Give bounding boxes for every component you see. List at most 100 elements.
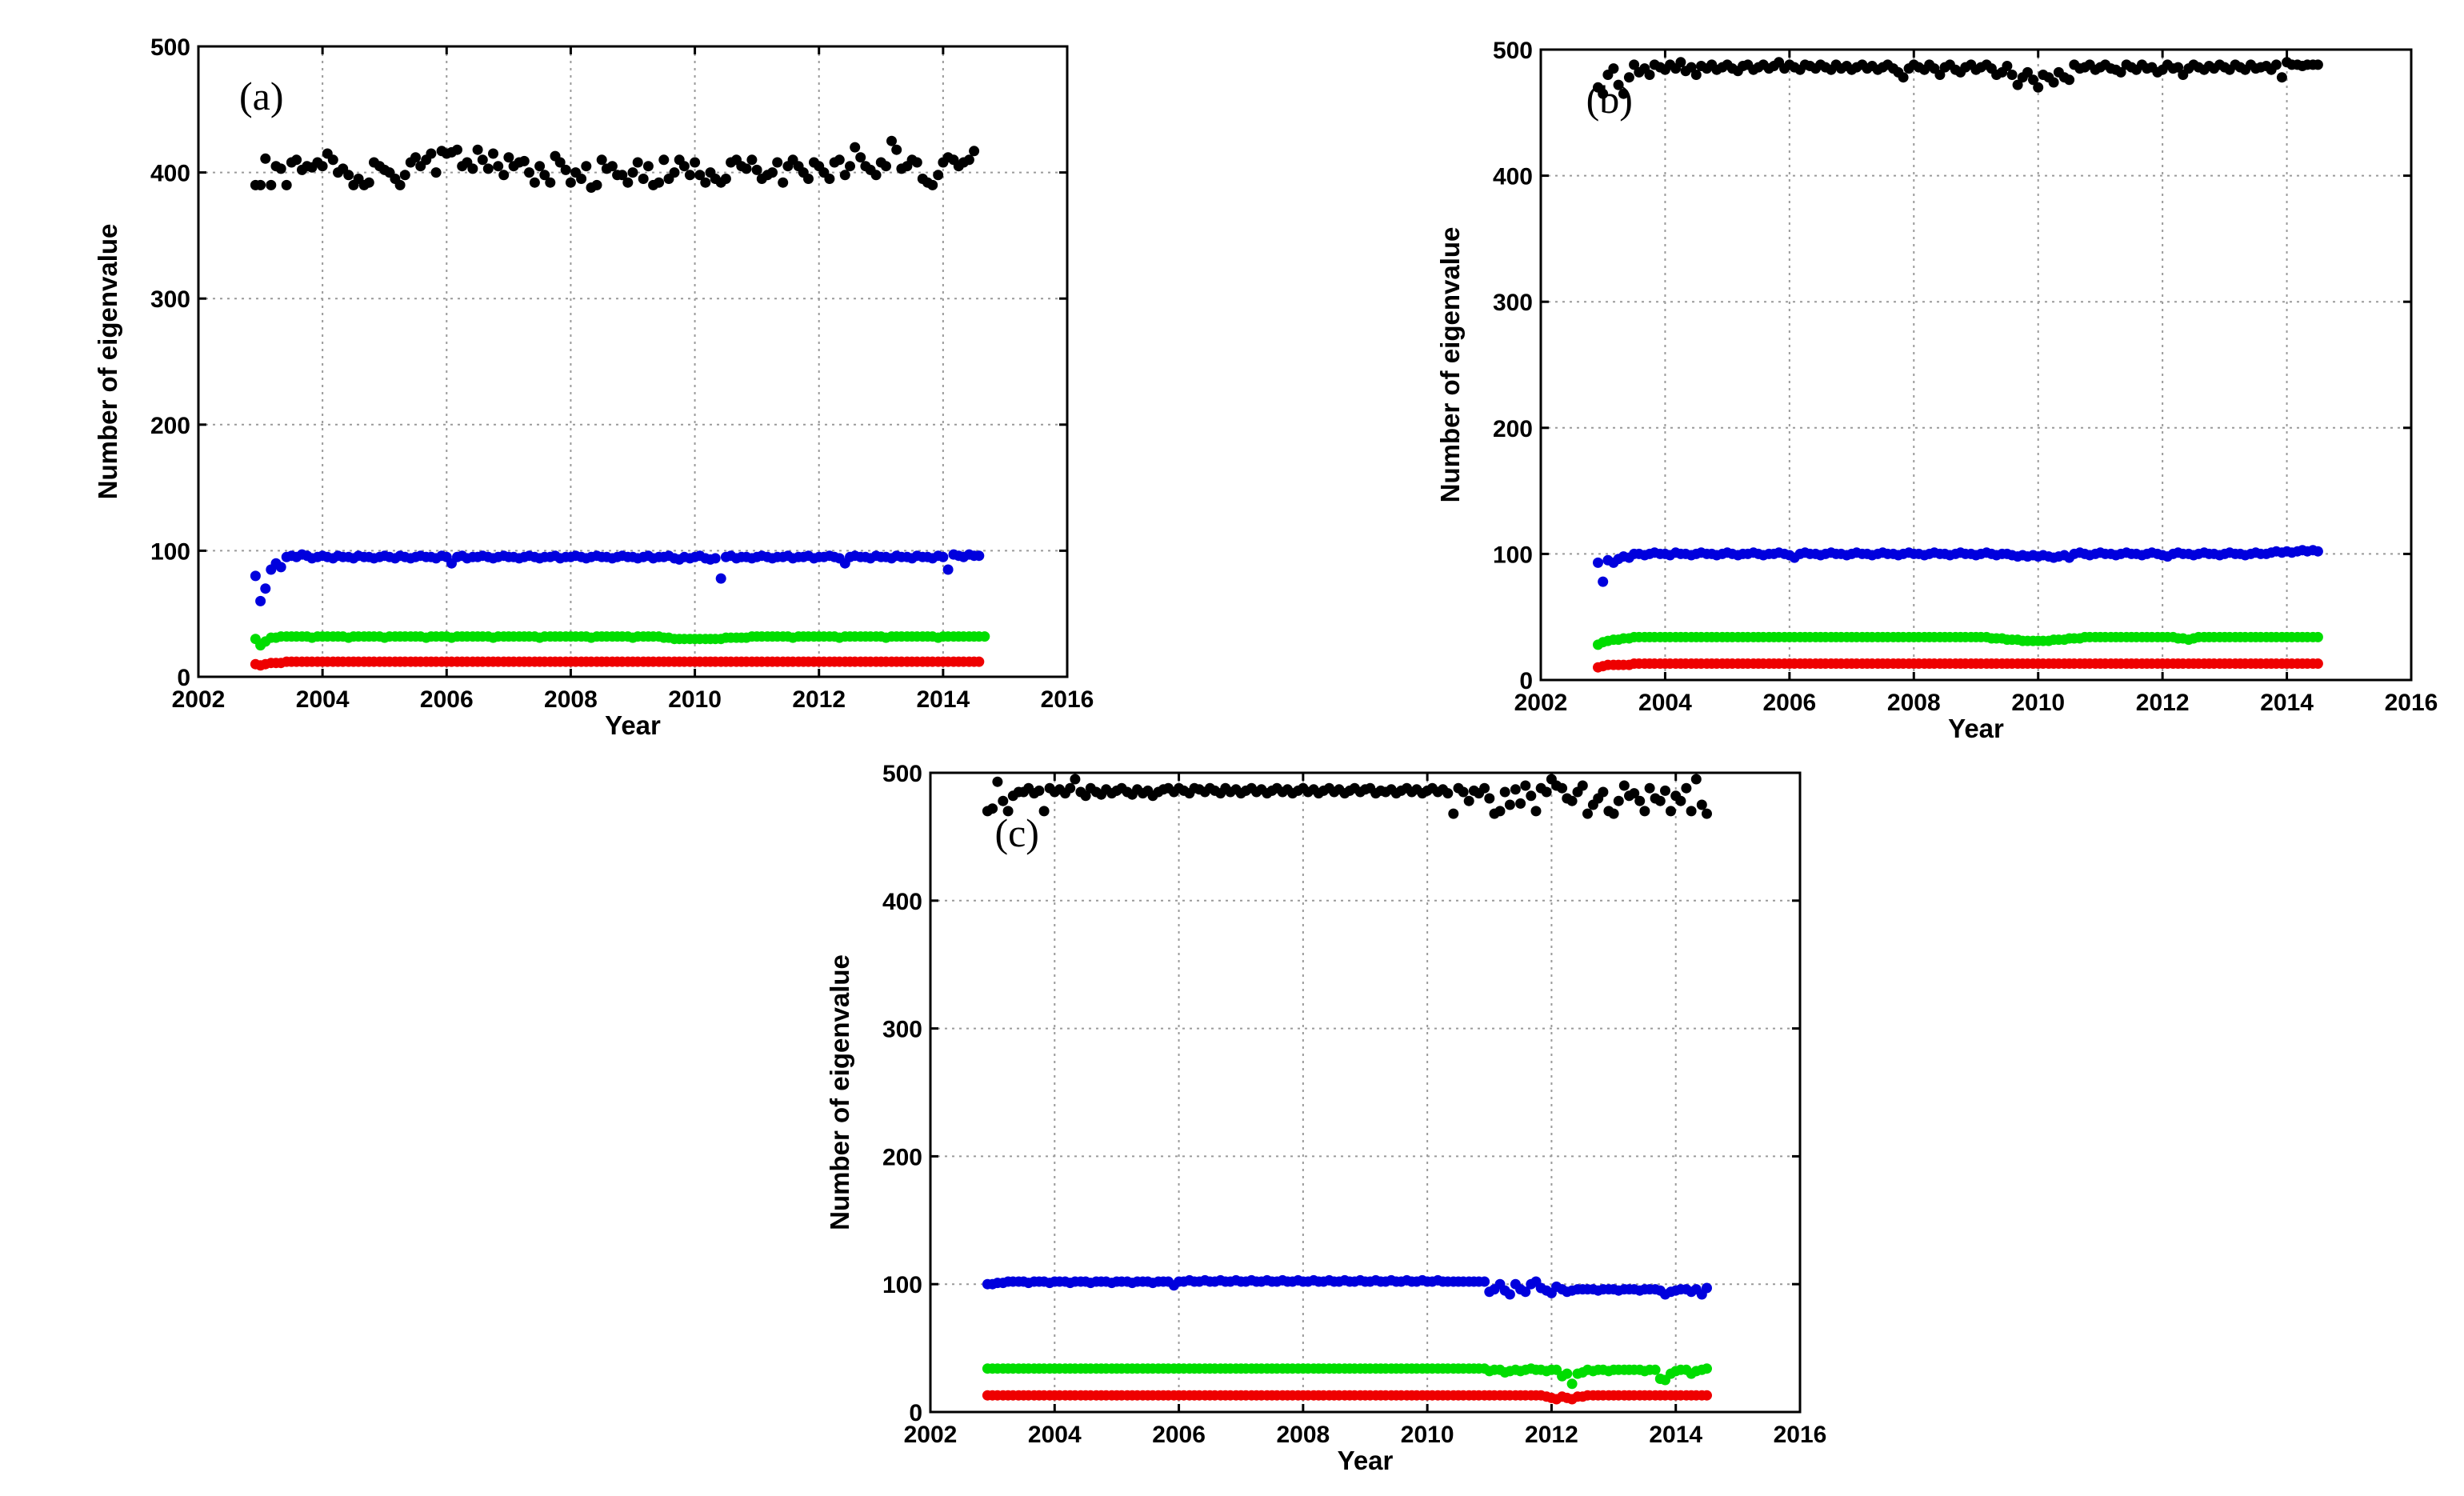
- y-tick-label: 100: [882, 1272, 922, 1298]
- series-3: [250, 656, 985, 671]
- data-point: [632, 157, 643, 168]
- data-point: [565, 177, 576, 188]
- data-point: [1038, 806, 1050, 817]
- series-0: [1593, 57, 2323, 99]
- data-point: [1479, 782, 1490, 794]
- data-point: [1448, 808, 1459, 819]
- data-point: [778, 177, 789, 188]
- data-point: [1582, 808, 1593, 819]
- series-3: [1593, 658, 2323, 673]
- data-point: [839, 170, 850, 181]
- y-tick-label: 200: [150, 413, 190, 439]
- data-point: [1690, 774, 1702, 785]
- x-tick-label: 2016: [1041, 686, 1094, 713]
- data-point: [2002, 61, 2013, 71]
- data-point: [394, 179, 406, 190]
- data-point: [1702, 1390, 1712, 1401]
- y-tick-label: 300: [150, 286, 190, 313]
- data-point: [710, 553, 721, 564]
- data-point: [399, 170, 410, 181]
- data-point: [1504, 1289, 1515, 1300]
- data-point: [1520, 780, 1531, 791]
- data-point: [1686, 806, 1697, 817]
- y-tick-label: 0: [177, 665, 190, 691]
- x-tick-label: 2006: [1762, 690, 1816, 716]
- data-point: [1541, 786, 1552, 798]
- data-point: [690, 157, 701, 168]
- data-point: [1463, 795, 1474, 806]
- data-point: [1675, 57, 1686, 68]
- data-point: [850, 142, 861, 153]
- x-tick-label: 2016: [2385, 690, 2438, 716]
- data-point: [824, 174, 835, 184]
- series-1: [982, 1274, 1712, 1300]
- data-point: [1690, 70, 1702, 80]
- series-1: [250, 549, 985, 606]
- data-point: [488, 148, 498, 159]
- data-point: [1593, 557, 1603, 568]
- y-tick-label: 500: [150, 34, 190, 61]
- y-tick-label: 300: [882, 1017, 922, 1043]
- y-tick-label: 200: [882, 1144, 922, 1170]
- data-point: [746, 154, 758, 166]
- data-point: [596, 154, 607, 166]
- data-point: [275, 163, 286, 174]
- data-point: [933, 170, 944, 181]
- x-tick-label: 2012: [2136, 690, 2190, 716]
- data-point: [1613, 79, 1624, 90]
- y-tick-label: 400: [882, 889, 922, 915]
- data-point: [1650, 1364, 1661, 1375]
- plot-area-frame: [929, 771, 1802, 1414]
- data-point: [658, 154, 670, 166]
- x-axis-label: Year: [605, 710, 661, 740]
- data-point: [751, 164, 762, 175]
- data-point: [694, 170, 706, 181]
- data-point: [2115, 66, 2126, 78]
- data-point: [1566, 795, 1578, 806]
- x-tick-label: 2014: [1649, 1422, 1702, 1448]
- data-point: [560, 164, 571, 175]
- data-point: [1504, 799, 1515, 810]
- data-point: [260, 153, 271, 164]
- y-axis-label: Number of eigenvalue: [93, 224, 122, 500]
- series-1: [1593, 545, 2323, 587]
- x-tick-label: 2006: [420, 686, 474, 713]
- data-point: [493, 161, 504, 172]
- data-point: [1526, 790, 1537, 802]
- data-point: [684, 170, 695, 181]
- data-point: [2033, 82, 2044, 93]
- data-point: [1562, 1368, 1573, 1379]
- chart-panel: 2002 2004 2006 2008 2010 2012 2014 2016 0 100 200 3…: [93, 34, 1094, 740]
- data-point: [518, 155, 530, 166]
- data-point: [617, 170, 628, 181]
- data-point: [772, 157, 783, 168]
- data-point: [1634, 795, 1646, 806]
- data-point: [1515, 798, 1526, 809]
- x-axis-label: Year: [1948, 714, 2004, 743]
- data-point: [803, 174, 814, 184]
- x-tick-label: 2008: [544, 686, 598, 713]
- chart-panel: 2002 2004 2006 2008 2010 2012 2014 2016 0 100 200 3…: [825, 761, 1826, 1475]
- plot-area-frame: [1539, 48, 2413, 682]
- data-point: [606, 161, 618, 172]
- data-point: [327, 154, 338, 166]
- data-point: [1530, 806, 1542, 817]
- series-2: [982, 1363, 1712, 1390]
- x-axis-label: Year: [1338, 1446, 1394, 1475]
- data-point: [2028, 74, 2038, 86]
- data-point: [715, 573, 726, 584]
- data-point: [1644, 782, 1655, 794]
- y-tick-label: 100: [150, 538, 190, 565]
- data-point: [700, 177, 711, 188]
- data-point: [1499, 786, 1510, 798]
- data-point: [881, 161, 891, 172]
- data-point: [2312, 546, 2323, 557]
- x-tick-label: 2010: [2011, 690, 2065, 716]
- data-point: [1034, 785, 1045, 796]
- data-point: [2173, 62, 2184, 73]
- data-point: [855, 152, 866, 163]
- data-point: [938, 551, 949, 562]
- data-point: [669, 167, 680, 178]
- data-point: [363, 177, 374, 188]
